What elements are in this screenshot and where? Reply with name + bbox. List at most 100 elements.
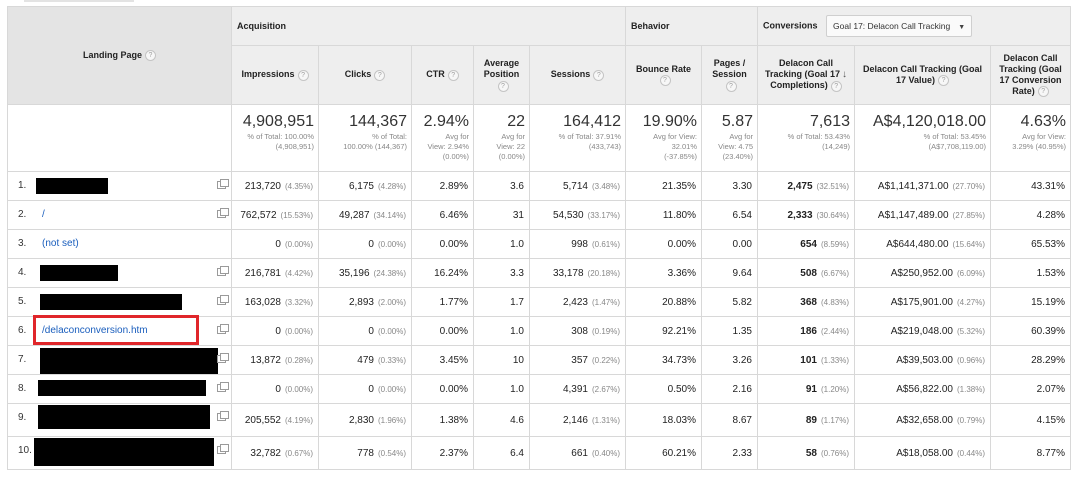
copy-icon[interactable] bbox=[217, 324, 229, 334]
question-circle-icon[interactable]: ? bbox=[725, 80, 737, 92]
landing-page-cell: 10. bbox=[7, 436, 232, 470]
bounce-rate-cell: 0.00% bbox=[625, 229, 702, 259]
landing-page-header[interactable]: Landing Page? bbox=[7, 6, 232, 105]
pages-session-value: 3.26 bbox=[732, 354, 752, 366]
clicks-cell: 49,287 (34.14%) bbox=[318, 200, 412, 230]
impressions-pct: (4.35%) bbox=[284, 181, 313, 191]
total-value: 22 bbox=[507, 113, 525, 130]
ctr-value: 16.24% bbox=[434, 267, 468, 279]
goal-value-pct: (5.32%) bbox=[956, 326, 985, 336]
clicks-value: 2,830 bbox=[348, 414, 374, 426]
landing-page-link[interactable]: /delaconconversion.htm bbox=[42, 325, 148, 336]
col-conv-rate[interactable]: Delacon Call Tracking (Goal 17 Conversion R… bbox=[990, 45, 1071, 105]
total-value: 7,613 bbox=[809, 113, 850, 130]
conv-rate-cell: 43.31% bbox=[990, 171, 1071, 201]
avg-position-value: 1.0 bbox=[510, 383, 524, 395]
clicks-pct: (2.00%) bbox=[377, 297, 406, 307]
question-circle-icon[interactable]: ? bbox=[447, 69, 459, 81]
completions-value: 101 bbox=[800, 354, 817, 366]
table-row: 10. 32,782 (0.67%) 778 (0.54%) 2.37% 6.4 6… bbox=[7, 436, 1071, 470]
col-avg-position[interactable]: Average Position? bbox=[473, 45, 530, 105]
ctr-cell: 0.00% bbox=[411, 374, 474, 404]
pages-session-cell: 2.16 bbox=[701, 374, 758, 404]
ctr-cell: 3.45% bbox=[411, 345, 474, 375]
ctr-value: 1.77% bbox=[439, 296, 468, 308]
total-sub: % of Total: 37.91% bbox=[558, 132, 621, 141]
clicks-pct: (34.14%) bbox=[373, 210, 406, 220]
total-value: A$4,120,018.00 bbox=[873, 113, 986, 130]
copy-icon[interactable] bbox=[217, 411, 229, 421]
col-impressions[interactable]: Impressions? bbox=[231, 45, 319, 105]
ctr-value: 6.46% bbox=[439, 209, 468, 221]
sessions-pct: (0.40%) bbox=[591, 448, 620, 458]
col-clicks[interactable]: Clicks? bbox=[318, 45, 412, 105]
impressions-pct: (3.32%) bbox=[284, 297, 313, 307]
ctr-value: 0.00% bbox=[439, 238, 468, 250]
landing-page-link[interactable]: (not set) bbox=[42, 238, 79, 249]
completions-cell: 89 (1.17%) bbox=[757, 403, 855, 437]
clicks-value: 49,287 bbox=[338, 209, 370, 221]
goal-value-cell: A$219,048.00 (5.32%) bbox=[854, 316, 991, 346]
clicks-value: 6,175 bbox=[348, 180, 374, 192]
landing-page-link[interactable]: / bbox=[42, 209, 45, 220]
question-circle-icon[interactable]: ? bbox=[1037, 86, 1049, 98]
copy-icon[interactable] bbox=[217, 353, 229, 363]
copy-icon[interactable] bbox=[217, 444, 229, 454]
ctr-cell: 2.89% bbox=[411, 171, 474, 201]
copy-icon[interactable] bbox=[217, 382, 229, 392]
copy-icon[interactable] bbox=[217, 179, 229, 189]
landing-page-cell: 9. bbox=[7, 403, 232, 437]
completions-pct: (6.67%) bbox=[820, 268, 849, 278]
clicks-cell: 2,830 (1.96%) bbox=[318, 403, 412, 437]
question-circle-icon[interactable]: ? bbox=[938, 75, 950, 87]
avg-position-value: 6.4 bbox=[510, 447, 524, 459]
question-circle-icon[interactable]: ? bbox=[497, 80, 509, 92]
impressions-pct: (4.42%) bbox=[284, 268, 313, 278]
col-sessions[interactable]: Sessions? bbox=[529, 45, 626, 105]
bounce-rate-cell: 0.50% bbox=[625, 374, 702, 404]
copy-icon[interactable] bbox=[217, 266, 229, 276]
impressions-value: 32,782 bbox=[250, 447, 281, 459]
total-impressions: 4,908,951 % of Total: 100.00% (4,908,951) bbox=[231, 104, 319, 172]
question-circle-icon[interactable]: ? bbox=[593, 69, 605, 81]
question-circle-icon[interactable]: ? bbox=[830, 80, 842, 92]
completions-pct: (30.64%) bbox=[816, 210, 849, 220]
copy-icon[interactable] bbox=[217, 295, 229, 305]
sessions-pct: (1.47%) bbox=[591, 297, 620, 307]
sort-descending-icon[interactable]: ↓ bbox=[842, 69, 848, 81]
sessions-cell: 2,423 (1.47%) bbox=[529, 287, 626, 317]
goal-value-pct: (1.38%) bbox=[956, 384, 985, 394]
col-goal-value[interactable]: Delacon Call Tracking (Goal 17 Value)? bbox=[854, 45, 991, 105]
pages-session-value: 1.35 bbox=[732, 325, 752, 337]
goal-value-pct: (6.09%) bbox=[956, 268, 985, 278]
avg-position-cell: 4.6 bbox=[473, 403, 530, 437]
copy-icon[interactable] bbox=[217, 208, 229, 218]
col-pages-label-2: Session bbox=[712, 69, 747, 80]
sessions-value: 357 bbox=[571, 354, 588, 366]
question-circle-icon[interactable]: ? bbox=[145, 50, 156, 62]
avg-position-value: 1.0 bbox=[510, 325, 524, 337]
question-circle-icon[interactable]: ? bbox=[297, 69, 309, 81]
completions-value: 2,475 bbox=[787, 180, 813, 192]
col-completions[interactable]: Delacon Call Tracking (Goal 17 ↓ Completion… bbox=[757, 45, 855, 105]
bounce-rate-cell: 3.36% bbox=[625, 258, 702, 288]
col-pages-session[interactable]: Pages / Session? bbox=[701, 45, 758, 105]
goal-value-cell: A$32,658.00 (0.79%) bbox=[854, 403, 991, 437]
question-circle-icon[interactable]: ? bbox=[659, 75, 671, 87]
landing-page-header-label: Landing Page bbox=[82, 49, 142, 60]
bounce-rate-value: 3.36% bbox=[667, 267, 696, 279]
row-number: 3. bbox=[18, 238, 27, 249]
impressions-cell: 0 (0.00%) bbox=[231, 229, 319, 259]
col-conv-rate-label-1: Delacon Call bbox=[1003, 52, 1058, 63]
conv-rate-cell: 15.19% bbox=[990, 287, 1071, 317]
col-bounce-rate[interactable]: Bounce Rate? bbox=[625, 45, 702, 105]
clicks-cell: 35,196 (24.38%) bbox=[318, 258, 412, 288]
acquisition-group-header: Acquisition bbox=[231, 6, 626, 46]
conv-rate-value: 2.07% bbox=[1036, 383, 1065, 395]
bounce-rate-cell: 60.21% bbox=[625, 436, 702, 470]
col-ctr[interactable]: CTR? bbox=[411, 45, 474, 105]
goal-select[interactable]: Goal 17: Delacon Call Tracking ▼ bbox=[826, 15, 973, 37]
bounce-rate-value: 11.80% bbox=[662, 209, 696, 221]
pages-session-cell: 5.82 bbox=[701, 287, 758, 317]
question-circle-icon[interactable]: ? bbox=[374, 69, 386, 81]
